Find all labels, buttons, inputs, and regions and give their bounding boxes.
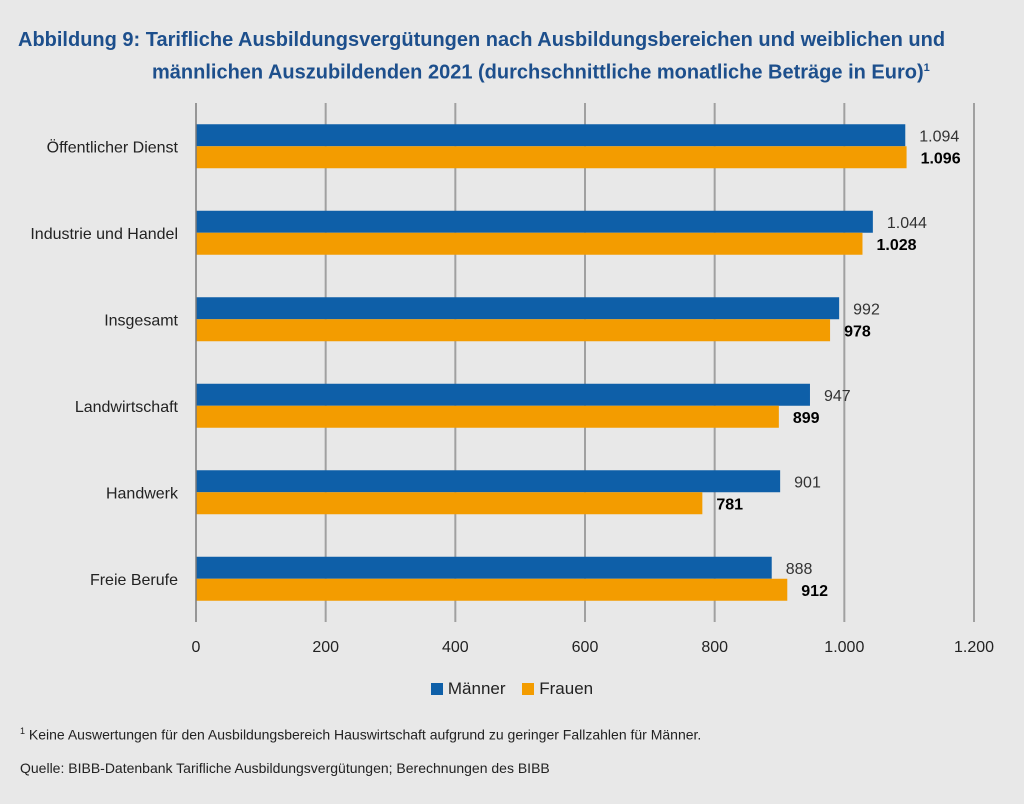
x-tick-label: 800 <box>701 639 728 656</box>
data-label-frauen: 978 <box>844 323 871 340</box>
x-tick-label: 600 <box>572 639 599 656</box>
category-label: Öffentlicher Dienst <box>47 138 179 156</box>
data-label-maenner: 1.094 <box>919 128 959 145</box>
bar-frauen <box>196 492 703 515</box>
category-label: Industrie und Handel <box>30 226 178 243</box>
category-label: Landwirtschaft <box>75 399 179 416</box>
legend-label-maenner: Männer <box>447 679 506 698</box>
x-tick-label: 0 <box>192 639 201 656</box>
bar-frauen <box>196 319 831 342</box>
source-note: Quelle: BIBB-Datenbank Tarifliche Ausbil… <box>20 760 550 776</box>
title-line-2: männlichen Auszubildenden 2021 (durchsch… <box>152 61 930 84</box>
data-label-frauen: 781 <box>716 496 743 513</box>
x-tick-label: 200 <box>312 639 339 656</box>
legend-item-frauen: Frauen <box>522 679 593 699</box>
footnote-mark: 1 <box>20 726 26 736</box>
bar-frauen <box>196 232 863 255</box>
legend-label-frauen: Frauen <box>539 679 594 698</box>
data-label-frauen: 899 <box>793 410 820 427</box>
data-label-maenner: 992 <box>853 301 880 318</box>
title-footnote-mark: 1 <box>923 62 930 74</box>
legend-item-maenner: Männer <box>430 679 506 699</box>
category-label: Handwerk <box>106 485 179 502</box>
data-label-maenner: 901 <box>794 474 821 491</box>
x-tick-label: 1.000 <box>824 639 864 656</box>
data-label-maenner: 888 <box>786 561 813 578</box>
bar-frauen <box>196 146 907 169</box>
bar-maenner <box>196 383 810 406</box>
bar-maenner <box>196 297 840 320</box>
data-label-frauen: 912 <box>801 583 828 600</box>
x-tick-label: 1.200 <box>954 639 994 656</box>
x-tick-label: 400 <box>442 639 469 656</box>
footnote: 1 Keine Auswertungen für den Ausbildungs… <box>20 726 701 743</box>
category-label: Insgesamt <box>104 312 178 329</box>
bar-maenner <box>196 210 873 233</box>
legend-swatch-frauen <box>522 683 535 695</box>
bar-frauen <box>196 578 788 601</box>
bar-maenner <box>196 124 906 147</box>
bar-maenner <box>196 470 781 493</box>
data-label-maenner: 1.044 <box>887 215 927 232</box>
category-label: Freie Berufe <box>90 572 178 589</box>
data-label-maenner: 947 <box>824 388 851 405</box>
data-label-frauen: 1.028 <box>876 237 916 254</box>
legend: Männer Frauen <box>0 679 1024 700</box>
footnote-text: Keine Auswertungen für den Ausbildungsbe… <box>28 726 702 743</box>
figure-title: Abbildung 9: Tarifliche Ausbildungsvergü… <box>18 26 1008 87</box>
data-label-frauen: 1.096 <box>921 150 961 167</box>
legend-swatch-maenner <box>430 683 443 695</box>
title-line-1: Abbildung 9: Tarifliche Ausbildungsvergü… <box>18 29 946 51</box>
bar-frauen <box>196 405 779 428</box>
bar-maenner <box>196 556 772 579</box>
